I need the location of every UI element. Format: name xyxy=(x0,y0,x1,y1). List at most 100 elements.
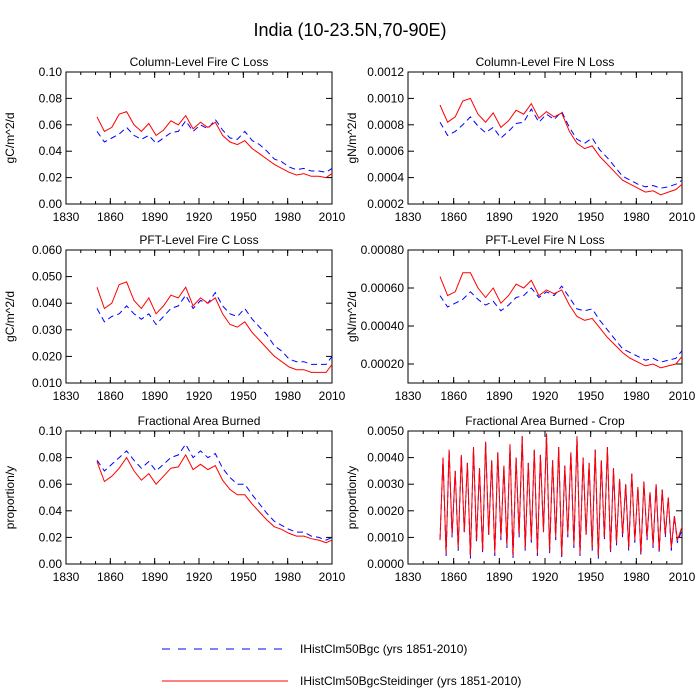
x-tick-label: 1980 xyxy=(274,210,301,224)
x-tick-label: 1920 xyxy=(532,389,559,403)
x-tick-label: 2010 xyxy=(669,570,696,584)
x-tick-label: 1920 xyxy=(186,210,213,224)
x-tick-label: 2010 xyxy=(319,389,346,403)
y-tick-label: 0.08 xyxy=(39,91,63,105)
x-tick-label: 1920 xyxy=(186,389,213,403)
x-tick-label: 1950 xyxy=(577,389,604,403)
x-tick-label: 1860 xyxy=(440,210,467,224)
x-tick-label: 1920 xyxy=(532,210,559,224)
y-tick-label: 0.00060 xyxy=(361,281,405,295)
x-tick-label: 1860 xyxy=(440,389,467,403)
panel-1: Column-Level Fire C Loss 1830 1860 1890 1920… xyxy=(3,55,346,224)
series-line-2 xyxy=(96,281,333,373)
y-tick-label: 0.030 xyxy=(32,323,62,337)
y-tick-label: 0.10 xyxy=(39,65,63,79)
y-tick-label: 0.00080 xyxy=(361,243,405,257)
y-tick-label: 0.0020 xyxy=(367,504,404,518)
series-line-1 xyxy=(96,118,333,173)
panel-5: Fractional Area Burned 1830 1860 1890 1920 19… xyxy=(3,414,346,584)
y-tick-label: 0.010 xyxy=(32,376,62,390)
x-tick-label: 2010 xyxy=(669,210,696,224)
x-tick-label: 1830 xyxy=(53,570,80,584)
x-tick-label: 1980 xyxy=(623,210,650,224)
series-line-2 xyxy=(439,433,683,557)
x-tick-label: 1830 xyxy=(395,570,422,584)
series-line-2 xyxy=(96,110,333,179)
y-axis-label: gC/m^2/d xyxy=(3,291,17,342)
y-tick-label: 0.08 xyxy=(39,451,63,465)
x-tick-label: 1830 xyxy=(53,210,80,224)
panel-2: Column-Level Fire N Loss 1830 1860 1890 1920… xyxy=(345,55,696,224)
y-tick-label: 0.02 xyxy=(39,530,63,544)
y-tick-label: 0.0000 xyxy=(367,557,404,571)
x-tick-label: 1950 xyxy=(230,210,257,224)
x-tick-label: 1980 xyxy=(274,389,301,403)
plot-frame xyxy=(65,430,333,565)
y-tick-label: 0.060 xyxy=(32,243,62,257)
y-tick-label: 0.0030 xyxy=(367,477,404,491)
panel-6: Fractional Area Burned - Crop 1830 1860 189… xyxy=(345,414,696,584)
y-tick-label: 0.04 xyxy=(39,504,63,518)
x-tick-label: 1830 xyxy=(53,389,80,403)
y-tick-label: 0.0010 xyxy=(367,91,404,105)
y-tick-label: 0.04 xyxy=(39,144,63,158)
series-line-1 xyxy=(439,107,683,189)
x-tick-label: 1890 xyxy=(141,389,168,403)
y-tick-label: 0.040 xyxy=(32,296,62,310)
y-tick-label: 0.0008 xyxy=(367,118,404,132)
x-tick-label: 2010 xyxy=(319,570,346,584)
x-tick-label: 2010 xyxy=(319,210,346,224)
y-tick-label: 0.0006 xyxy=(367,144,404,158)
panel-title: Column-Level Fire C Loss xyxy=(130,55,269,69)
x-tick-label: 1980 xyxy=(274,570,301,584)
x-tick-label: 1920 xyxy=(186,570,213,584)
x-tick-label: 1860 xyxy=(97,389,124,403)
y-tick-label: 0.0040 xyxy=(367,451,404,465)
panel-4: PFT-Level Fire N Loss 1830 1860 1890 1920 195… xyxy=(345,233,696,403)
x-tick-label: 1950 xyxy=(230,389,257,403)
y-tick-label: 0.02 xyxy=(39,171,63,185)
y-tick-label: 0.0004 xyxy=(367,171,404,185)
x-tick-label: 1950 xyxy=(577,570,604,584)
y-axis-label: proportion/y xyxy=(3,466,17,529)
panel-title: Fractional Area Burned xyxy=(138,414,261,428)
y-tick-label: 0.06 xyxy=(39,477,63,491)
series-line-2 xyxy=(96,453,333,544)
y-axis-label: gC/m^2/d xyxy=(3,113,17,164)
y-tick-label: 0.0010 xyxy=(367,530,404,544)
y-tick-label: 0.0050 xyxy=(367,424,404,438)
legend-label-2: IHistClm50BgcSteidinger (yrs 1851-2010) xyxy=(300,674,521,688)
y-tick-label: 0.10 xyxy=(39,424,63,438)
plot-frame xyxy=(407,71,683,205)
x-tick-label: 1950 xyxy=(230,570,257,584)
y-tick-label: 0.00 xyxy=(39,197,63,211)
x-tick-label: 1860 xyxy=(97,570,124,584)
series-line-1 xyxy=(96,291,333,365)
x-tick-label: 1890 xyxy=(141,570,168,584)
series-line-1 xyxy=(96,443,333,541)
x-tick-label: 1830 xyxy=(395,210,422,224)
y-tick-label: 0.0002 xyxy=(367,197,404,211)
y-tick-label: 0.0012 xyxy=(367,65,404,79)
plot-frame xyxy=(65,71,333,205)
series-line-2 xyxy=(439,272,683,369)
series-line-1 xyxy=(439,285,683,363)
y-axis-label: gN/m^2/d xyxy=(345,291,359,342)
panel-title: PFT-Level Fire C Loss xyxy=(139,233,258,247)
x-tick-label: 1890 xyxy=(486,570,513,584)
y-tick-label: 0.00 xyxy=(39,557,63,571)
x-tick-label: 1830 xyxy=(395,389,422,403)
x-tick-label: 1890 xyxy=(486,389,513,403)
x-tick-label: 1890 xyxy=(486,210,513,224)
x-tick-label: 1860 xyxy=(97,210,124,224)
y-tick-label: 0.00040 xyxy=(361,319,405,333)
figure-title: India (10-23.5N,70-90E) xyxy=(253,20,447,40)
y-tick-label: 0.06 xyxy=(39,118,63,132)
x-tick-label: 1860 xyxy=(440,570,467,584)
x-tick-label: 1950 xyxy=(577,210,604,224)
plot-frame xyxy=(65,249,333,384)
legend-label-1: IHistClm50Bgc (yrs 1851-2010) xyxy=(300,642,467,656)
x-tick-label: 2010 xyxy=(669,389,696,403)
panel-title: Fractional Area Burned - Crop xyxy=(465,414,625,428)
